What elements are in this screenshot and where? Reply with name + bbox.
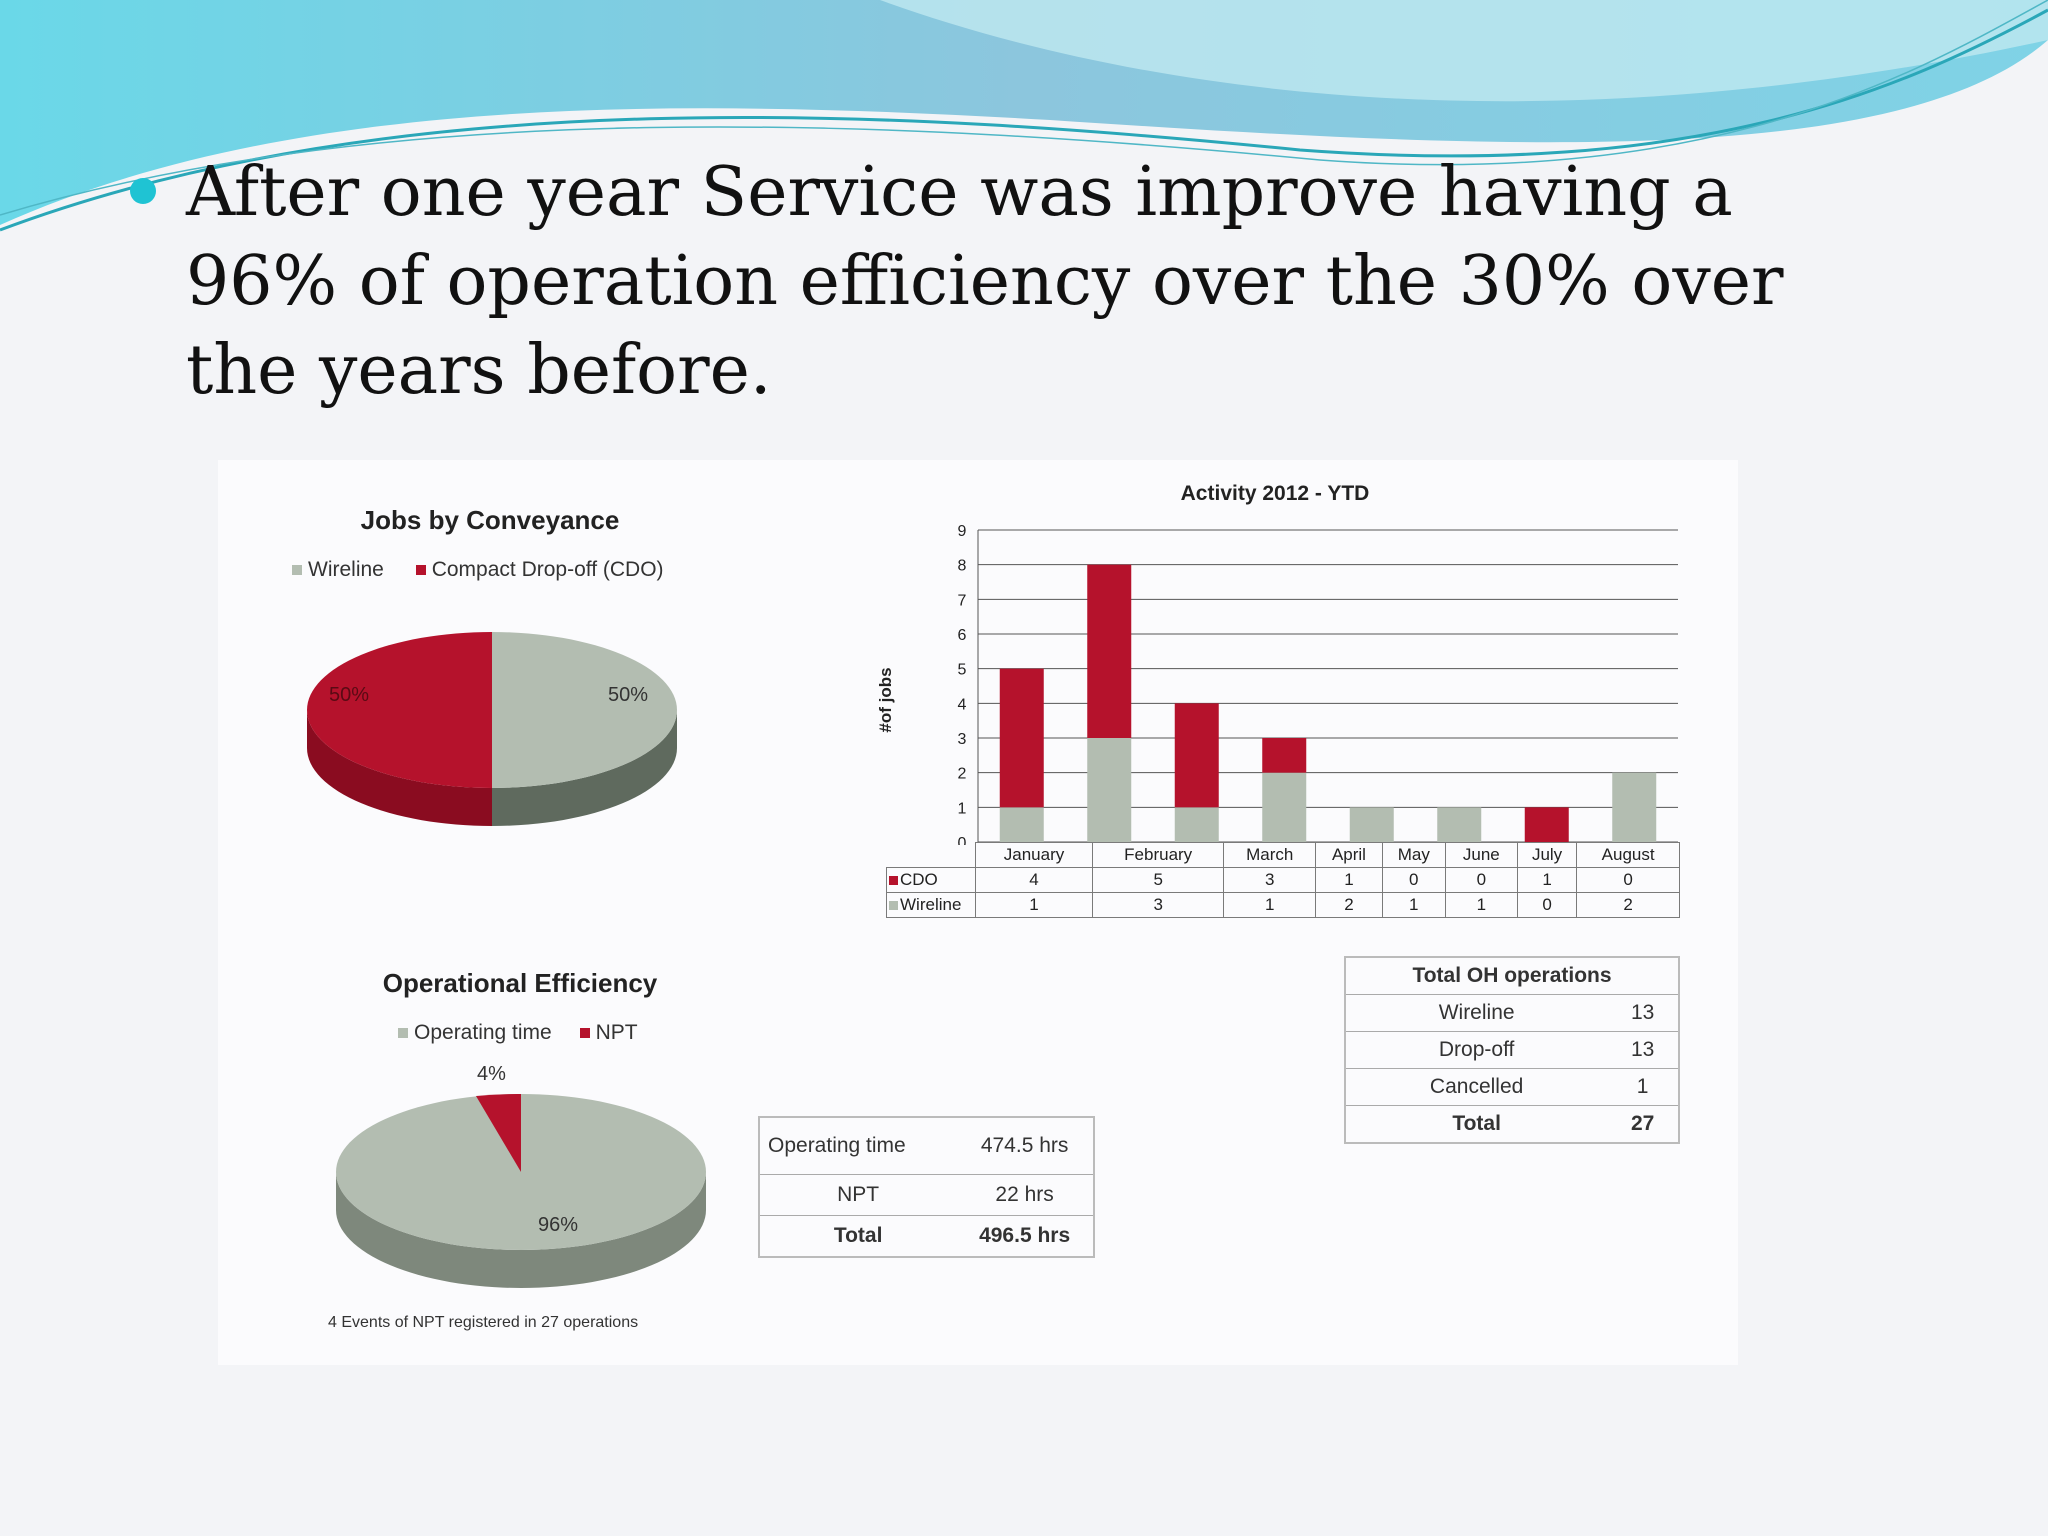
pie-label-npt: 4% — [477, 1063, 506, 1085]
table-row: NPT 22 hrs — [759, 1174, 1094, 1216]
cell-wireline-value: 0 — [1516, 892, 1578, 918]
cell-cdo-value: 0 — [1576, 867, 1680, 893]
pie-label-operating: 96% — [538, 1214, 579, 1236]
legend-item-npt: NPT — [579, 1021, 638, 1044]
y-tick-label: 4 — [958, 696, 967, 713]
table-row: Drop-off 13 — [1345, 1031, 1679, 1069]
jobs-pie-title: Jobs by Conveyance — [360, 505, 620, 535]
cell-wireline-value: 2 — [1576, 892, 1680, 918]
cell-wireline-value: 1 — [1223, 892, 1317, 918]
efficiency-pie-title: Operational Efficiency — [382, 968, 658, 998]
pie-slice-npt — [476, 1093, 521, 1172]
y-tick-label: 7 — [958, 592, 967, 609]
cell-wireline-value: 1 — [1444, 892, 1518, 918]
cell-cdo-value: 1 — [1315, 867, 1383, 893]
activity-data-table: January February March April May June July Augu… — [886, 842, 1680, 918]
cell-wireline-value: 2 — [1315, 892, 1383, 918]
jobs-pie-chart — [307, 632, 677, 826]
table-row: Wireline 13 — [1345, 994, 1679, 1032]
efficiency-pie-legend: Operating time NPT — [398, 1021, 664, 1045]
pie-slice-operating-side — [336, 1172, 706, 1288]
pie-slice-cdo-side — [307, 710, 492, 826]
category-label: July — [1516, 842, 1578, 868]
table-row: Cancelled 1 — [1345, 1068, 1679, 1106]
y-tick-label: 0 — [958, 835, 967, 845]
cell-cdo-value: 4 — [975, 867, 1093, 893]
bar-cdo-march — [1174, 703, 1219, 808]
y-tick-label: 1 — [958, 800, 967, 817]
legend-item-wireline: Wireline — [292, 558, 384, 581]
legend-item-operating-time: Operating time — [398, 1021, 552, 1044]
category-label: April — [1315, 842, 1383, 868]
cell-wireline-value: 1 — [1381, 892, 1446, 918]
activity-bar-chart: 0 1 2 3 4 5 6 7 8 9 — [958, 523, 1678, 845]
bar-wireline-april — [1262, 772, 1307, 842]
legend-item-cdo: Compact Drop-off (CDO) — [415, 558, 664, 581]
category-label: May — [1381, 842, 1446, 868]
cell-cdo-value: 5 — [1091, 867, 1225, 893]
cell-wireline-value: 1 — [975, 892, 1093, 918]
bar-wireline-august — [1612, 772, 1657, 842]
table-row: Operating time 474.5 hrs — [759, 1117, 1094, 1175]
bullet-icon — [130, 178, 156, 204]
category-label: February — [1091, 842, 1225, 868]
table-row-total: Total 27 — [1345, 1105, 1679, 1144]
bar-cdo-april — [1262, 738, 1307, 773]
activity-chart-title: Activity 2012 - YTD — [1180, 482, 1370, 505]
jobs-pie-legend: Wireline Compact Drop-off (CDO) — [292, 558, 690, 582]
pie-label-wireline: 50% — [608, 684, 649, 706]
pie-slice-wireline-side — [492, 710, 677, 826]
bar-cdo-january — [999, 668, 1044, 808]
y-tick-label: 8 — [958, 558, 967, 575]
activity-y-axis-label: #of jobs — [876, 667, 895, 733]
table-row-total: Total 496.5 hrs — [759, 1215, 1094, 1258]
table-row-header-wireline: Wireline — [886, 892, 976, 918]
pie-slice-wireline — [492, 632, 677, 788]
table-header-row: Total OH operations — [1345, 957, 1679, 995]
cell-cdo-value: 3 — [1223, 867, 1317, 893]
y-tick-label: 9 — [958, 523, 967, 540]
bar-wireline-march — [1174, 807, 1219, 842]
bar-wireline-may — [1349, 807, 1394, 842]
headline-text: After one year Service was improve havin… — [186, 153, 1784, 410]
category-label: June — [1444, 842, 1518, 868]
oh-operations-table: Total OH operations Wireline 13 Drop-off 1… — [1344, 956, 1680, 1144]
cell-cdo-value: 0 — [1444, 867, 1518, 893]
bar-cdo-july — [1524, 807, 1569, 842]
y-tick-label: 6 — [958, 627, 967, 644]
category-label: March — [1223, 842, 1317, 868]
y-tick-label: 5 — [958, 662, 967, 679]
bar-wireline-june — [1437, 807, 1482, 842]
cell-cdo-value: 0 — [1381, 867, 1446, 893]
bar-wireline-january — [999, 807, 1044, 842]
cell-cdo-value: 1 — [1516, 867, 1578, 893]
table-row-header-cdo: CDO — [886, 867, 976, 893]
bar-wireline-february — [1087, 738, 1132, 842]
efficiency-pie-chart — [336, 1093, 706, 1288]
y-tick-label: 2 — [958, 766, 967, 783]
category-label: August — [1576, 842, 1680, 868]
bar-cdo-february — [1087, 564, 1132, 738]
cell-wireline-value: 3 — [1091, 892, 1225, 918]
y-tick-label: 3 — [958, 731, 967, 748]
efficiency-table: Operating time 474.5 hrs NPT 22 hrs Total 4… — [758, 1116, 1095, 1258]
pie-slice-cdo — [307, 632, 492, 788]
npt-events-note: 4 Events of NPT registered in 27 operati… — [328, 1314, 639, 1331]
pie-label-cdo: 50% — [329, 684, 370, 706]
category-label: January — [975, 842, 1093, 868]
